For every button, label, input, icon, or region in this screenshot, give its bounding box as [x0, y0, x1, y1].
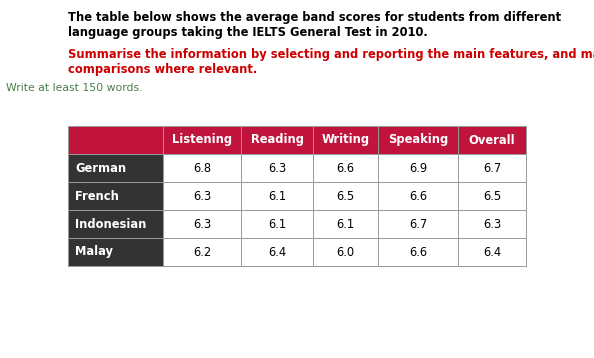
FancyBboxPatch shape — [313, 182, 378, 210]
Text: Indonesian: Indonesian — [75, 218, 146, 231]
Text: 6.6: 6.6 — [336, 161, 355, 174]
Text: Overall: Overall — [469, 134, 516, 146]
FancyBboxPatch shape — [458, 126, 526, 154]
FancyBboxPatch shape — [378, 238, 458, 266]
FancyBboxPatch shape — [68, 238, 163, 266]
Text: 6.4: 6.4 — [268, 246, 286, 258]
FancyBboxPatch shape — [241, 182, 313, 210]
Text: 6.9: 6.9 — [409, 161, 427, 174]
Text: 6.0: 6.0 — [336, 246, 355, 258]
FancyBboxPatch shape — [241, 126, 313, 154]
Text: Listening: Listening — [172, 134, 232, 146]
FancyBboxPatch shape — [313, 238, 378, 266]
Text: Summarise the information by selecting and reporting the main features, and make: Summarise the information by selecting a… — [68, 48, 594, 61]
Text: 6.7: 6.7 — [483, 161, 501, 174]
FancyBboxPatch shape — [68, 210, 163, 238]
Text: 6.1: 6.1 — [336, 218, 355, 231]
Text: The table below shows the average band scores for students from different: The table below shows the average band s… — [68, 11, 561, 24]
Text: Writing: Writing — [321, 134, 369, 146]
Text: comparisons where relevant.: comparisons where relevant. — [68, 63, 257, 76]
Text: Malay: Malay — [75, 246, 113, 258]
Text: French: French — [75, 189, 119, 203]
FancyBboxPatch shape — [313, 126, 378, 154]
Text: 6.5: 6.5 — [483, 189, 501, 203]
Text: 6.3: 6.3 — [268, 161, 286, 174]
FancyBboxPatch shape — [68, 182, 163, 210]
FancyBboxPatch shape — [378, 126, 458, 154]
Text: Reading: Reading — [251, 134, 304, 146]
Text: language groups taking the IELTS General Test in 2010.: language groups taking the IELTS General… — [68, 26, 428, 39]
FancyBboxPatch shape — [241, 154, 313, 182]
FancyBboxPatch shape — [378, 210, 458, 238]
FancyBboxPatch shape — [163, 210, 241, 238]
FancyBboxPatch shape — [163, 154, 241, 182]
Text: 6.7: 6.7 — [409, 218, 427, 231]
Text: 6.1: 6.1 — [268, 218, 286, 231]
FancyBboxPatch shape — [163, 182, 241, 210]
FancyBboxPatch shape — [458, 154, 526, 182]
FancyBboxPatch shape — [458, 182, 526, 210]
FancyBboxPatch shape — [313, 210, 378, 238]
Text: 6.3: 6.3 — [193, 218, 211, 231]
Text: 6.3: 6.3 — [193, 189, 211, 203]
FancyBboxPatch shape — [68, 126, 163, 154]
Text: 6.6: 6.6 — [409, 189, 427, 203]
FancyBboxPatch shape — [458, 210, 526, 238]
Text: 6.5: 6.5 — [336, 189, 355, 203]
FancyBboxPatch shape — [68, 154, 163, 182]
FancyBboxPatch shape — [313, 154, 378, 182]
Text: Write at least 150 words.: Write at least 150 words. — [6, 83, 143, 93]
FancyBboxPatch shape — [458, 238, 526, 266]
FancyBboxPatch shape — [241, 210, 313, 238]
FancyBboxPatch shape — [378, 154, 458, 182]
Text: 6.6: 6.6 — [409, 246, 427, 258]
Text: 6.3: 6.3 — [483, 218, 501, 231]
Text: 6.1: 6.1 — [268, 189, 286, 203]
FancyBboxPatch shape — [163, 126, 241, 154]
FancyBboxPatch shape — [163, 238, 241, 266]
Text: German: German — [75, 161, 126, 174]
FancyBboxPatch shape — [378, 182, 458, 210]
Text: 6.4: 6.4 — [483, 246, 501, 258]
Text: Speaking: Speaking — [388, 134, 448, 146]
Text: 6.8: 6.8 — [193, 161, 211, 174]
FancyBboxPatch shape — [241, 238, 313, 266]
Text: 6.2: 6.2 — [193, 246, 211, 258]
